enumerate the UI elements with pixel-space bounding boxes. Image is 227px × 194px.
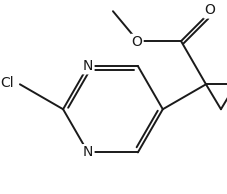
Text: Cl: Cl (0, 76, 14, 90)
Text: O: O (131, 35, 142, 49)
Text: N: N (82, 59, 93, 73)
Text: N: N (82, 145, 93, 159)
Text: O: O (204, 3, 215, 17)
